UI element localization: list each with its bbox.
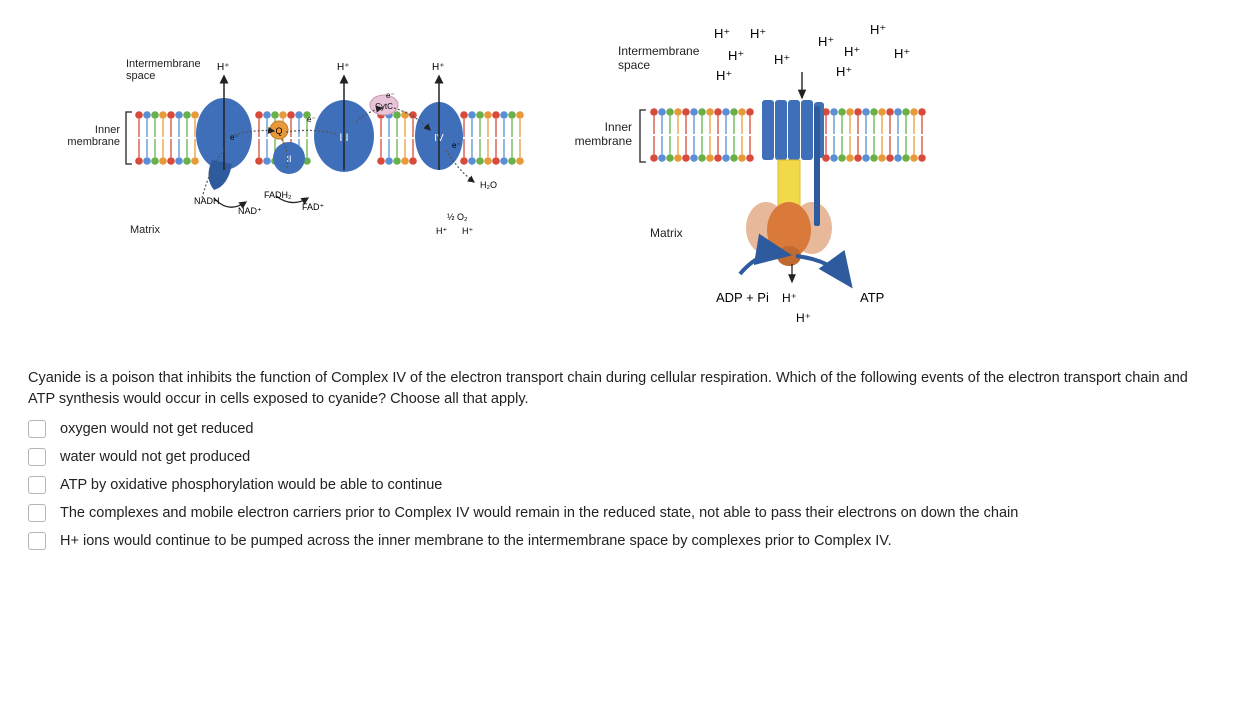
svg-text:FADH₂: FADH₂ xyxy=(264,190,292,200)
checkbox[interactable] xyxy=(28,476,46,494)
checkbox[interactable] xyxy=(28,448,46,466)
svg-text:H⁺: H⁺ xyxy=(432,62,445,73)
svg-text:NAD⁺: NAD⁺ xyxy=(238,206,262,216)
svg-text:FAD⁺: FAD⁺ xyxy=(302,202,325,212)
label-intermembrane-2: Intermembrane space xyxy=(618,44,699,72)
checkbox[interactable] xyxy=(28,420,46,438)
svg-text:H⁺: H⁺ xyxy=(894,46,910,61)
svg-text:H⁺: H⁺ xyxy=(728,48,744,63)
svg-text:H₂O: H₂O xyxy=(480,180,497,190)
svg-text:Q: Q xyxy=(275,126,282,136)
svg-text:CytC: CytC xyxy=(375,102,393,111)
atp-synthase-diagram: H⁺ H⁺ H⁺ H⁺ H⁺ H⁺ H⁺ H⁺ H⁺ H⁺ ADP + Pi H… xyxy=(574,20,974,340)
svg-text:H⁺: H⁺ xyxy=(436,226,447,236)
svg-text:e⁻: e⁻ xyxy=(452,141,461,150)
svg-text:H⁺: H⁺ xyxy=(714,26,730,41)
svg-text:H⁺: H⁺ xyxy=(870,22,886,37)
svg-text:H⁺: H⁺ xyxy=(750,26,766,41)
svg-text:e⁻: e⁻ xyxy=(386,91,395,100)
checkbox[interactable] xyxy=(28,504,46,522)
label-inner-1: Inner membrane xyxy=(48,124,120,148)
option-text: ATP by oxidative phosphorylation would b… xyxy=(60,477,442,493)
label-matrix-1: Matrix xyxy=(130,224,160,236)
svg-text:H⁺: H⁺ xyxy=(836,64,852,79)
option-text: The complexes and mobile electron carrie… xyxy=(60,505,1018,521)
option-row[interactable]: water would not get produced xyxy=(28,448,1207,466)
svg-text:H⁺: H⁺ xyxy=(844,44,860,59)
question-text: Cyanide is a poison that inhibits the fu… xyxy=(28,368,1207,410)
options-list: oxygen would not get reduced water would… xyxy=(28,420,1207,550)
label-intermembrane-1: Intermembrane space xyxy=(126,58,201,82)
diagram-row: I II III IV Q CytC xyxy=(28,20,1207,340)
option-text: water would not get produced xyxy=(60,449,250,465)
svg-text:NADH: NADH xyxy=(194,196,220,206)
option-row[interactable]: oxygen would not get reduced xyxy=(28,420,1207,438)
svg-text:H⁺: H⁺ xyxy=(217,62,230,73)
option-text: H+ ions would continue to be pumped acro… xyxy=(60,533,892,549)
svg-text:H⁺: H⁺ xyxy=(716,68,732,83)
svg-text:H⁺: H⁺ xyxy=(796,311,811,325)
etc-diagram: I II III IV Q CytC xyxy=(34,20,534,260)
option-row[interactable]: H+ ions would continue to be pumped acro… xyxy=(28,532,1207,550)
option-text: oxygen would not get reduced xyxy=(60,421,253,437)
svg-text:H⁺: H⁺ xyxy=(774,52,790,67)
svg-text:H⁺: H⁺ xyxy=(782,291,797,305)
option-row[interactable]: The complexes and mobile electron carrie… xyxy=(28,504,1207,522)
svg-text:½ O₂: ½ O₂ xyxy=(447,212,468,222)
label-matrix-2: Matrix xyxy=(650,226,683,240)
svg-text:ADP + Pi: ADP + Pi xyxy=(716,290,769,305)
option-row[interactable]: ATP by oxidative phosphorylation would b… xyxy=(28,476,1207,494)
svg-text:H⁺: H⁺ xyxy=(818,34,834,49)
svg-text:ATP: ATP xyxy=(860,290,884,305)
svg-text:H⁺: H⁺ xyxy=(462,226,473,236)
svg-text:e⁻: e⁻ xyxy=(230,133,239,142)
label-inner-2: Inner membrane xyxy=(574,120,632,148)
svg-text:H⁺: H⁺ xyxy=(337,62,350,73)
svg-text:e⁻: e⁻ xyxy=(307,115,316,124)
checkbox[interactable] xyxy=(28,532,46,550)
